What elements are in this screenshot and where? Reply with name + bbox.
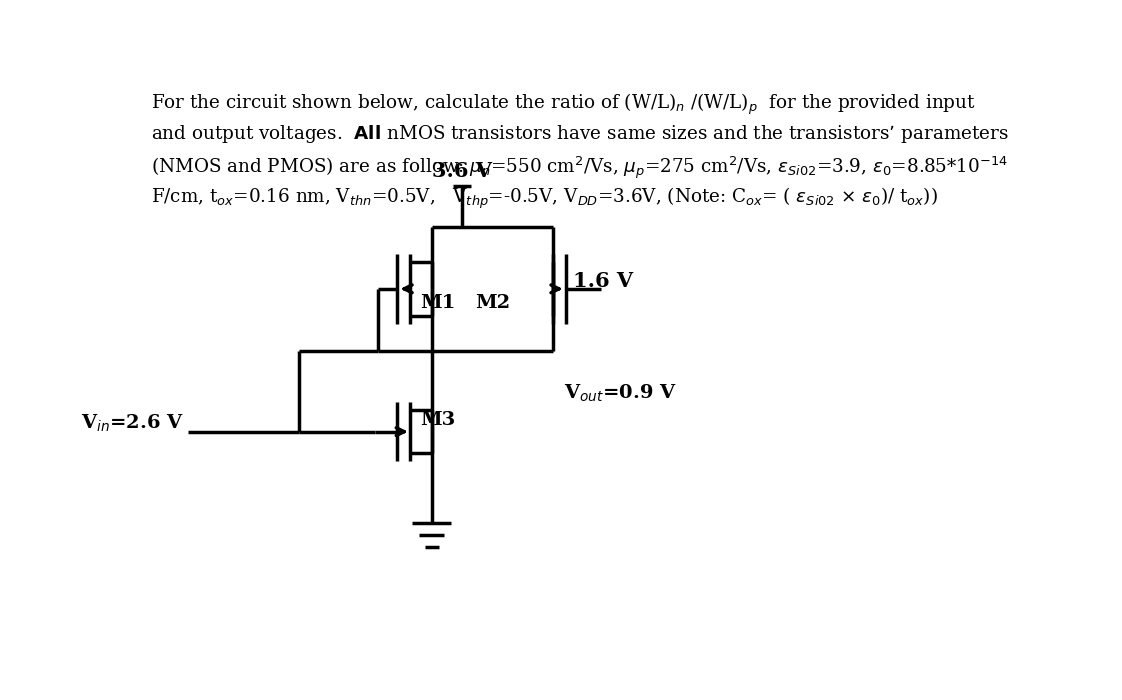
Text: M3: M3 [421,411,456,429]
Text: V$_{in}$=2.6 V: V$_{in}$=2.6 V [81,413,184,434]
Text: 1.6 V: 1.6 V [573,271,634,290]
Text: M2: M2 [475,294,511,312]
Text: 3.6 V: 3.6 V [432,161,491,181]
Text: M1: M1 [421,294,456,312]
Text: F/cm, t$_{ox}$=0.16 nm, V$_{thn}$=0.5V,   V$_{thp}$=-0.5V, V$_{DD}$=3.6V, (Note:: F/cm, t$_{ox}$=0.16 nm, V$_{thn}$=0.5V, … [150,186,938,211]
Text: For the circuit shown below, calculate the ratio of (W/L)$_n$ /(W/L)$_p$  for th: For the circuit shown below, calculate t… [150,92,975,118]
Text: and output voltages.  $\bf{All}$ nMOS transistors have same sizes and the transi: and output voltages. $\bf{All}$ nMOS tra… [150,123,1009,146]
Text: (NMOS and PMOS) are as follow: $\mu_n$=550 cm$^2$/Vs, $\mu_p$=275 cm$^2$/Vs, $\v: (NMOS and PMOS) are as follow: $\mu_n$=5… [150,155,1008,181]
Text: V$_{out}$=0.9 V: V$_{out}$=0.9 V [563,383,677,405]
